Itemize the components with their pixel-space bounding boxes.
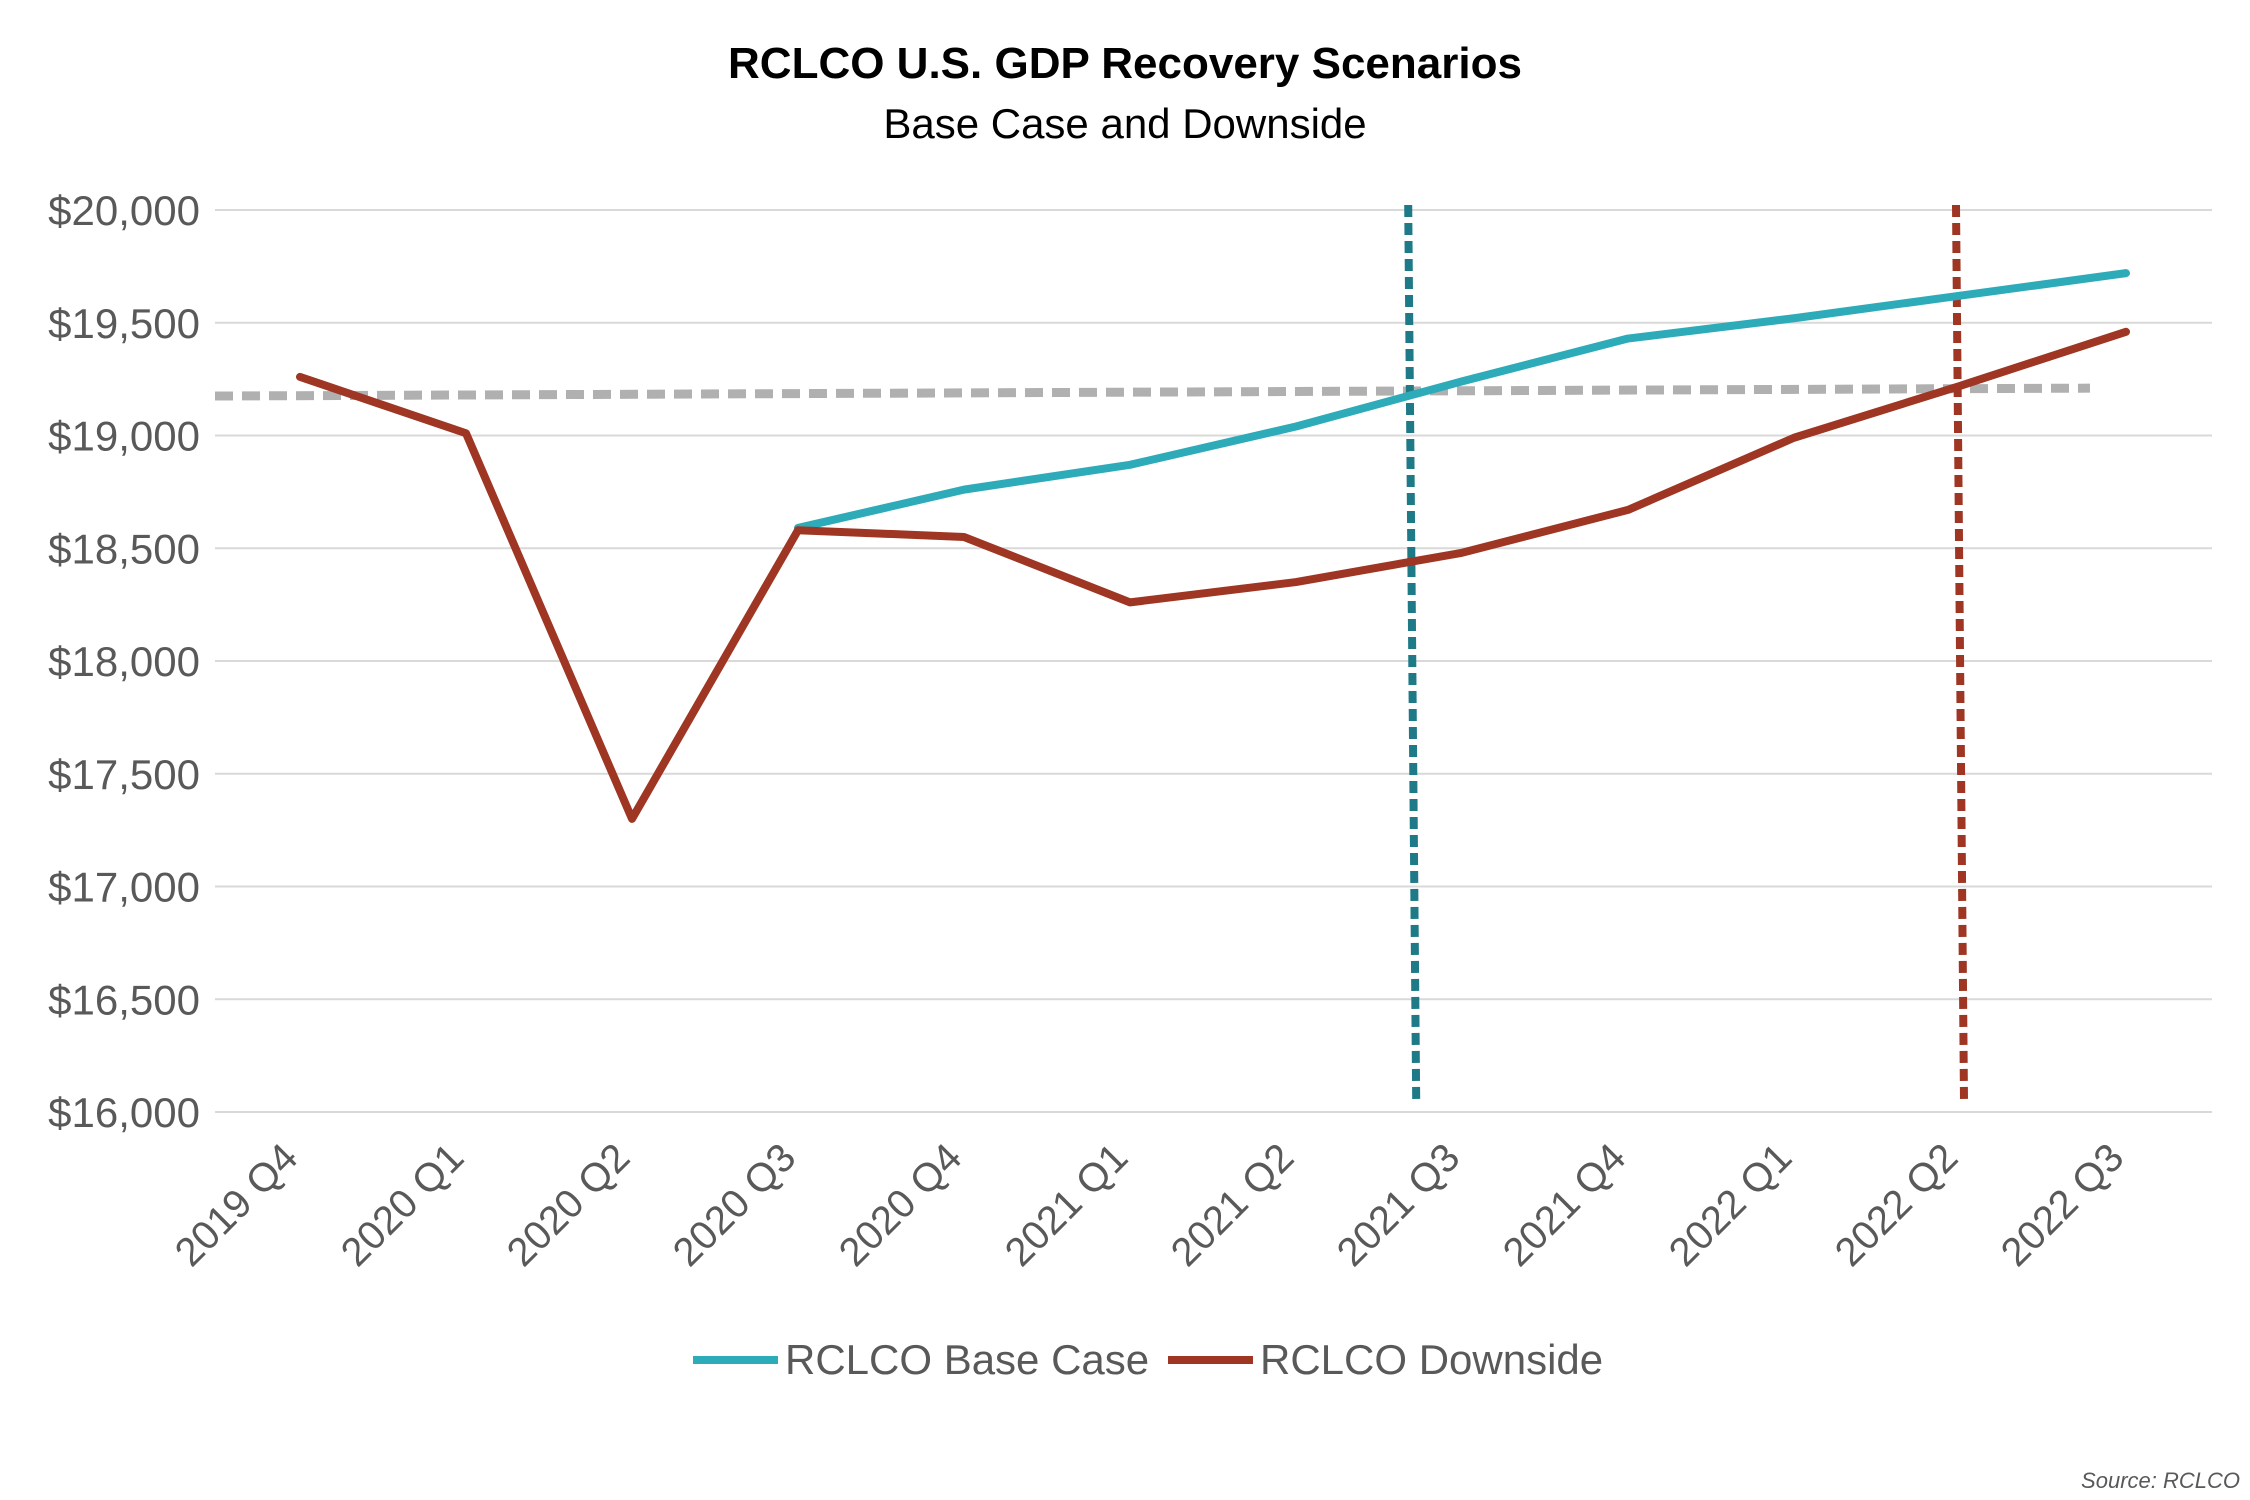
x-tick-label: 2021 Q4 [1495,1135,1635,1275]
legend-label-downside: RCLCO Downside [1260,1336,1603,1383]
y-tick-label: $17,500 [48,751,200,798]
reference-line-vertical [1404,204,1421,1101]
series-lines [296,269,2130,823]
y-axis-tick-labels: $16,000 $16,500 $17,000 $17,500 $18,000 $18,5… [48,187,200,1136]
x-tick-label: 2019 Q4 [167,1135,307,1275]
source-note: Source: RCLCO [2081,1468,2240,1493]
y-tick-label: $20,000 [48,187,200,234]
x-tick-label: 2022 Q3 [1993,1135,2133,1275]
x-tick-label: 2021 Q1 [997,1135,1137,1275]
y-tick-label: $16,500 [48,976,200,1023]
chart-subtitle: Base Case and Downside [883,100,1366,147]
series-line-base-case [794,269,2130,532]
y-tick-label: $17,000 [48,864,200,911]
x-tick-label: 2021 Q2 [1163,1135,1303,1275]
legend-label-base-case: RCLCO Base Case [785,1336,1149,1383]
x-tick-label: 2020 Q4 [831,1135,971,1275]
gridlines [215,209,2212,1113]
x-tick-label: 2020 Q1 [333,1135,473,1275]
chart-title: RCLCO U.S. GDP Recovery Scenarios [728,39,1522,88]
y-tick-label: $19,000 [48,413,200,460]
x-tick-label: 2020 Q2 [499,1135,639,1275]
reference-line-vertical [1952,204,1968,1101]
y-tick-label: $19,500 [48,300,200,347]
reference-line-horizontal [214,383,2091,401]
y-tick-label: $16,000 [48,1089,200,1136]
y-tick-label: $18,500 [48,525,200,572]
y-tick-label: $18,000 [48,638,200,685]
x-tick-label: 2022 Q1 [1661,1135,1801,1275]
legend: RCLCO Base Case RCLCO Downside [693,1336,1603,1383]
x-tick-label: 2020 Q3 [665,1135,805,1275]
x-tick-label: 2022 Q2 [1827,1135,1967,1275]
series-line-downside [296,327,2130,823]
x-axis-tick-labels: 2019 Q4 2020 Q1 2020 Q2 2020 Q3 2020 Q4 2021 … [167,1135,2133,1275]
x-tick-label: 2021 Q3 [1329,1135,1469,1275]
reference-lines [214,204,2091,1101]
